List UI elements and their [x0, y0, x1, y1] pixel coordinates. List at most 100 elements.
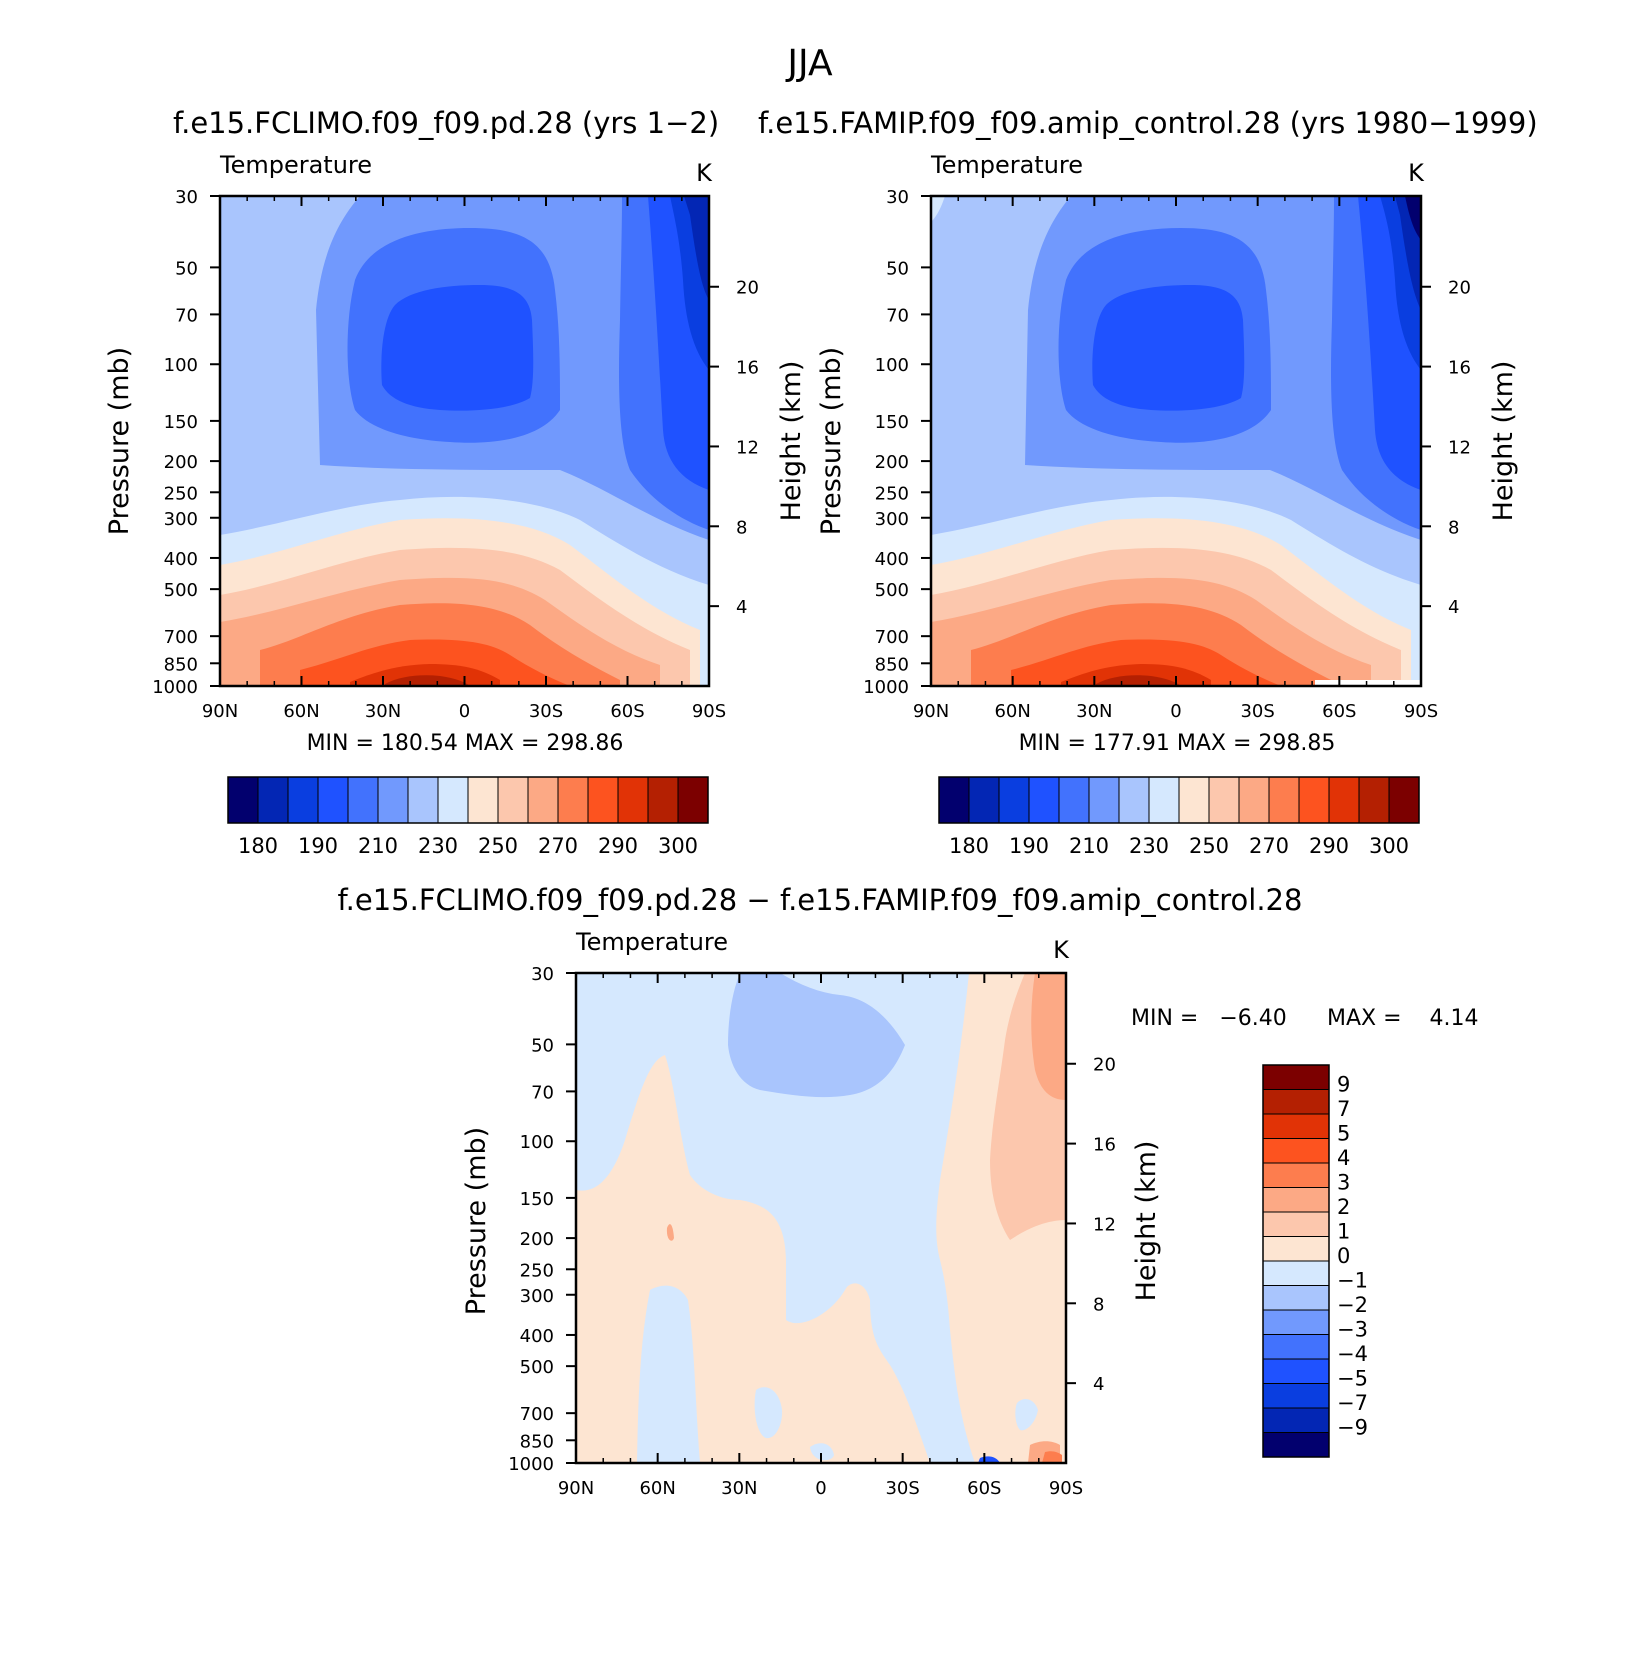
colorbar-box [1262, 1432, 1330, 1458]
colorbar-label: 290 [598, 834, 638, 858]
colorbar-box [938, 776, 970, 824]
colorbar-label: 250 [1189, 834, 1229, 858]
y-tick-label: 200 [164, 452, 198, 473]
x-tick-label: 60S [1322, 701, 1356, 722]
contour-band-l7 [931, 196, 945, 222]
y-tick-label: 70 [886, 305, 909, 326]
colorbar-label: 300 [658, 834, 698, 858]
colorbar-outline [938, 776, 1420, 824]
y-tick-label: 100 [164, 355, 198, 376]
x-tick-label: 60S [967, 1478, 1001, 1499]
y-tick-label: 1000 [152, 677, 198, 698]
contour-band-l0 [1405, 196, 1421, 240]
colorbar-box [257, 776, 289, 824]
colorbar-label: 270 [538, 834, 578, 858]
panel1-units-label: K [696, 159, 713, 187]
contour-band-m2 [728, 973, 905, 1098]
colorbar-label: 3 [1337, 1171, 1350, 1195]
x-tick-label: 90N [558, 1478, 594, 1499]
colorbar-box [677, 776, 709, 824]
panel1-ylabel-right: Height (km) [776, 361, 807, 522]
y-tick-label: 250 [875, 483, 909, 504]
y2-tick-label: 4 [1093, 1374, 1104, 1395]
colorbar-box [287, 776, 319, 824]
colorbar-box [1262, 1309, 1330, 1335]
y-tick-label: 400 [875, 549, 909, 570]
colorbar-label: 9 [1337, 1073, 1350, 1097]
y-tick-label: 850 [164, 654, 198, 675]
contour-band-cold-center [1092, 285, 1245, 411]
y-tick-label: 30 [531, 964, 554, 985]
x-tick-label: 60N [994, 701, 1030, 722]
y2-tick-label: 20 [736, 278, 759, 299]
y-tick-label: 300 [520, 1286, 554, 1307]
missing-data-bottom-right [1315, 680, 1421, 686]
contour-band-warm-6 [1011, 639, 1281, 686]
colorbar-box [1262, 1187, 1330, 1213]
y-tick-label: 70 [175, 305, 198, 326]
panel3-stats-min: MIN = −6.40 [1131, 1006, 1287, 1031]
y-tick-label: 30 [175, 187, 198, 208]
colorbar-box [1358, 776, 1390, 824]
panel2-contours [931, 196, 1421, 686]
y-tick-label: 100 [875, 355, 909, 376]
figure-title: JJA [785, 43, 833, 84]
colorbar-box [1268, 776, 1300, 824]
y-tick-label: 700 [164, 627, 198, 648]
colorbar-box [1088, 776, 1120, 824]
colorbar-label: 5 [1337, 1122, 1350, 1146]
colorbar-box [527, 776, 559, 824]
y-tick-label: 1000 [508, 1454, 554, 1475]
colorbar-box [1148, 776, 1180, 824]
colorbar-box [377, 776, 409, 824]
panel1: Temperature K Pressure (mb) Height (km) … [104, 151, 807, 858]
contour-band-l1 [684, 196, 709, 300]
panel3-units-label: K [1053, 936, 1070, 964]
y2-tick-label: 20 [1093, 1055, 1116, 1076]
colorbar-box [1262, 1334, 1330, 1360]
colorbar-box [647, 776, 679, 824]
y-tick-label: 30 [886, 187, 909, 208]
x-tick-label: 30N [365, 701, 401, 722]
x-tick-label: 60N [639, 1478, 675, 1499]
y-tick-label: 100 [520, 1132, 554, 1153]
y2-tick-label: 12 [1093, 1214, 1116, 1235]
y-tick-label: 250 [164, 483, 198, 504]
colorbar-label: −4 [1337, 1342, 1368, 1366]
x-tick-label: 90S [1049, 1478, 1083, 1499]
panel2-stats: MIN = 177.91 MAX = 298.85 [1019, 731, 1336, 756]
colorbar-label: 180 [238, 834, 278, 858]
x-tick-label: 0 [1170, 701, 1181, 722]
contour-band-m1-small [754, 1387, 783, 1439]
y-tick-label: 500 [164, 580, 198, 601]
panel3-variable-label: Temperature [575, 928, 728, 956]
colorbar-box [1262, 1236, 1330, 1262]
y2-tick-label: 8 [1093, 1294, 1104, 1315]
colorbar-box [1262, 1113, 1330, 1139]
colorbar-label: 210 [358, 834, 398, 858]
y-tick-label: 500 [875, 580, 909, 601]
panel3: Temperature K Pressure (mb) Height (km) … [461, 928, 1479, 1499]
colorbar-label: −3 [1337, 1318, 1368, 1342]
y-tick-label: 150 [875, 412, 909, 433]
y-tick-label: 300 [164, 509, 198, 530]
contour-band-p3-bottom [1042, 1451, 1062, 1463]
colorbar-box [1262, 1089, 1330, 1115]
x-tick-label: 90N [913, 701, 949, 722]
panel1-title: f.e15.FCLIMO.f09_f09.pd.28 (yrs 1−2) [173, 106, 719, 140]
colorbar-label: 190 [1009, 834, 1049, 858]
colorbar-box [1262, 1138, 1330, 1164]
panel2-title: f.e15.FAMIP.f09_f09.amip_control.28 (yrs… [758, 106, 1538, 140]
y2-tick-label: 16 [1093, 1135, 1116, 1156]
colorbar-label: 180 [949, 834, 989, 858]
panel3-stats-max: MAX = 4.14 [1327, 1006, 1479, 1031]
contour-band-cold-center [381, 285, 534, 411]
colorbar-box [227, 776, 259, 824]
contour-band-p1-dot [666, 1224, 674, 1241]
x-tick-label: 30N [721, 1478, 757, 1499]
x-tick-label: 30N [1076, 701, 1112, 722]
y-tick-label: 200 [875, 452, 909, 473]
y-tick-label: 400 [164, 549, 198, 570]
colorbar-box [1208, 776, 1240, 824]
